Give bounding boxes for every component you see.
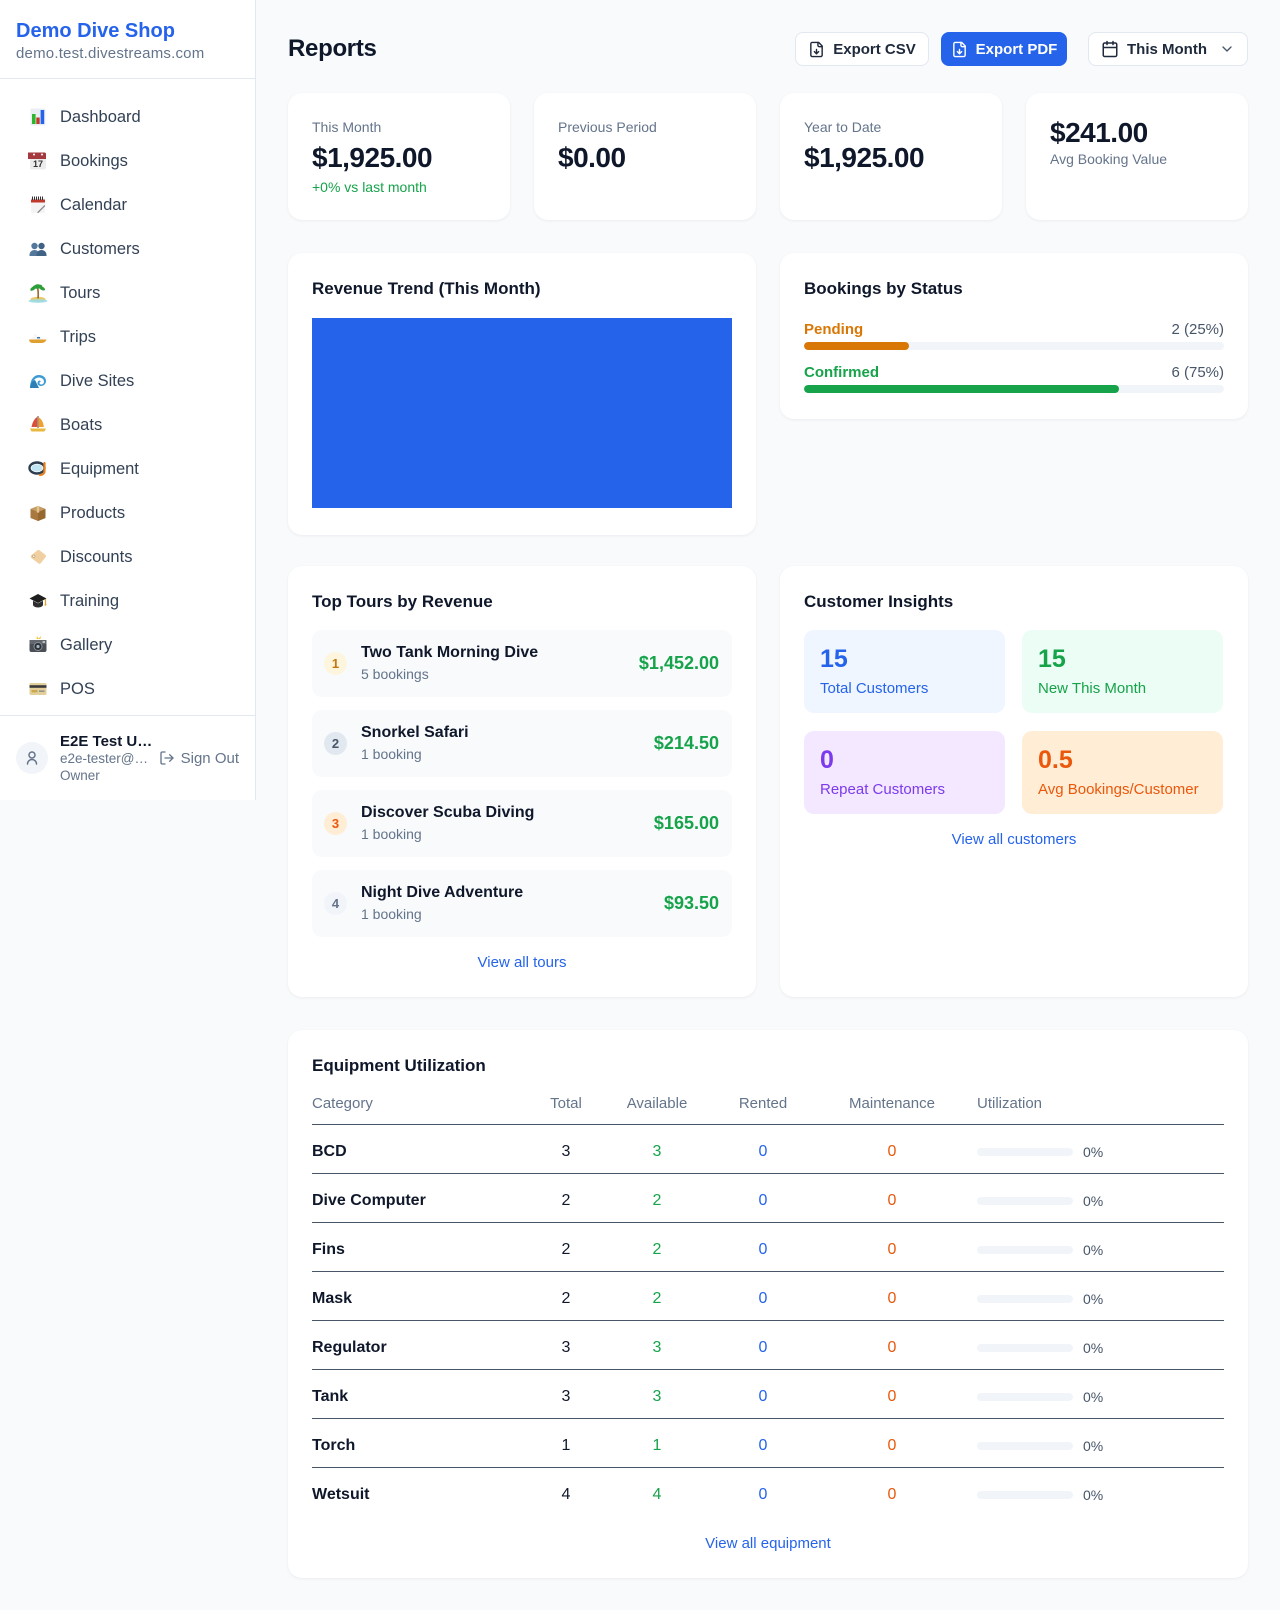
svg-text:17: 17 <box>33 159 43 169</box>
